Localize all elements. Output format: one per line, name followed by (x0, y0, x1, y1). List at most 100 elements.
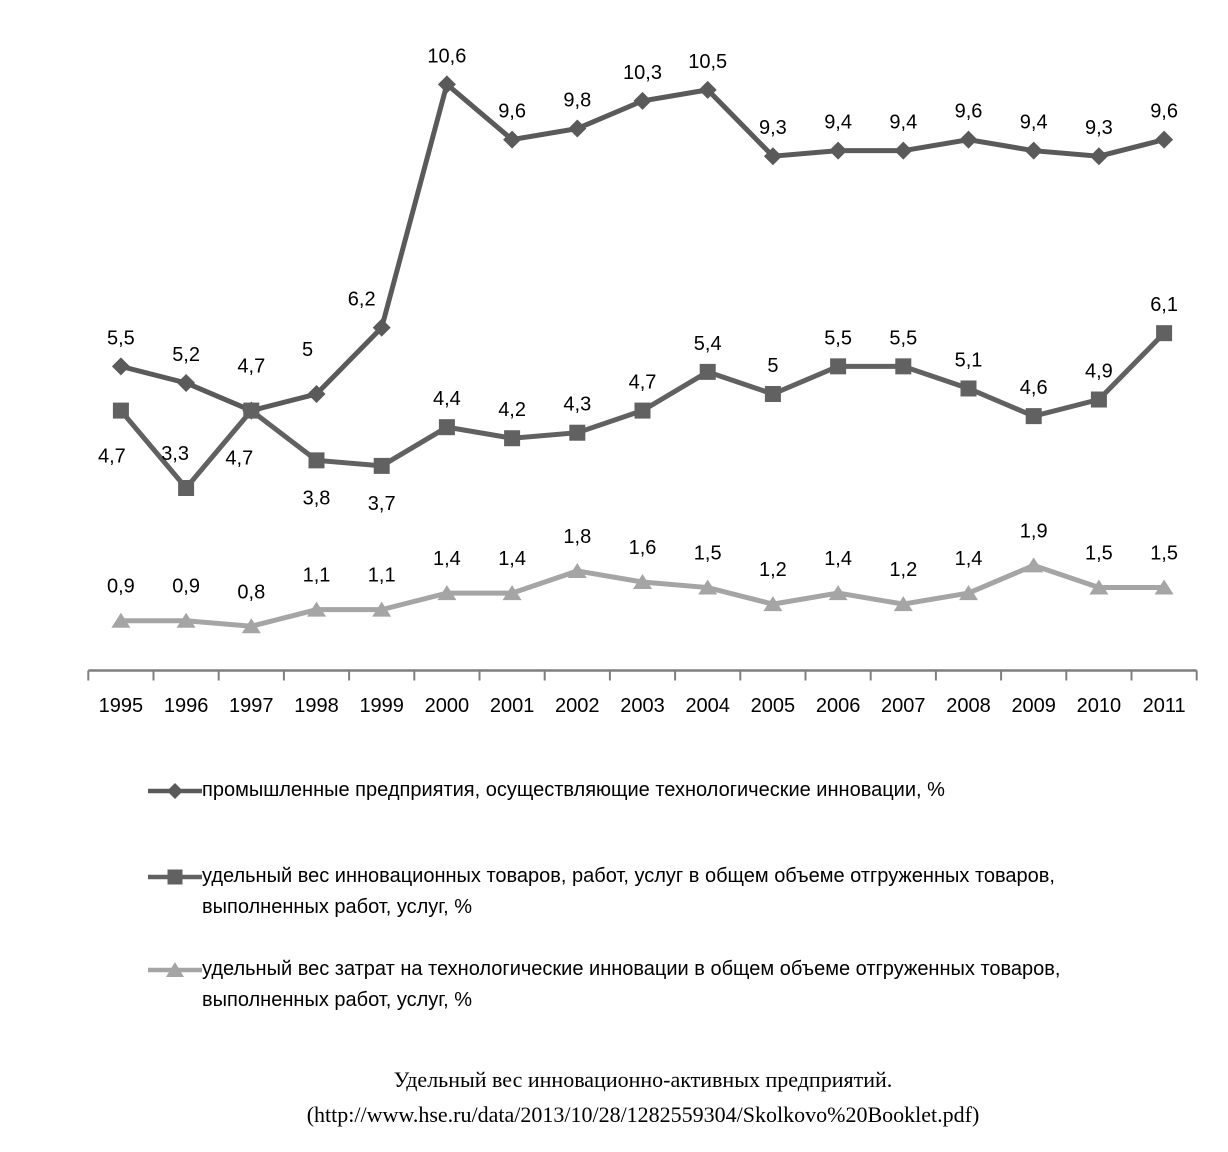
x-axis-label: 1996 (164, 695, 209, 717)
data-label: 1,9 (1020, 520, 1048, 542)
series-2-marker (1156, 325, 1173, 342)
series-3-marker (567, 562, 587, 578)
series-2-marker (1025, 408, 1042, 425)
series-1-marker (894, 141, 913, 160)
series-1-marker (437, 75, 456, 94)
data-label: 4,4 (433, 388, 461, 410)
series-2-marker (438, 419, 455, 436)
series-3-marker (437, 585, 457, 601)
data-label: 6,1 (1150, 294, 1178, 316)
data-label: 9,6 (1150, 101, 1178, 123)
data-label: 1,4 (498, 548, 526, 570)
series-1-marker (1024, 141, 1043, 160)
series-2-marker (895, 358, 912, 375)
data-label: 5 (767, 355, 778, 377)
series-1-marker (307, 385, 326, 403)
line-chart: 1995 1996 1997 1998 1999 2000 2001 2002 2003 2004… (87, 45, 1198, 717)
series-1-marker (568, 119, 587, 138)
legend-label-line-2: выполненных работ, услуг, % (202, 896, 473, 918)
x-axis-label: 2006 (816, 695, 861, 717)
x-axis-label: 1997 (229, 695, 274, 717)
square-marker-icon (148, 869, 202, 885)
data-label: 1,6 (629, 537, 657, 559)
series-3-marker (111, 612, 131, 628)
series-2-marker (634, 402, 651, 419)
data-label: 9,6 (498, 101, 526, 123)
series-3-marker (633, 574, 652, 590)
x-axis-label: 2005 (751, 695, 796, 717)
legend-item-enterprises: промышленные предприятия, осуществляющие… (148, 775, 1168, 806)
data-label: 9,4 (889, 112, 917, 134)
series-1-marker (633, 91, 652, 110)
legend-label-line-1: удельный вес затрат на технологические и… (202, 958, 1061, 980)
series-2-marker (960, 380, 977, 397)
series-3-marker (1154, 579, 1174, 595)
legend-label-line-1: удельный вес инновационных товаров, рабо… (202, 865, 1055, 887)
series-1-marker (829, 141, 848, 160)
series-1-marker (372, 318, 391, 337)
series-3-marker (307, 601, 326, 617)
series-3-marker (1089, 579, 1109, 595)
data-label: 0,9 (172, 576, 200, 598)
x-axis-label: 2004 (685, 695, 730, 717)
x-axis-label: 2001 (490, 695, 535, 717)
data-label: 9,3 (759, 117, 787, 139)
data-label: 1,1 (303, 565, 331, 587)
series-3-marker (502, 585, 522, 601)
data-label: 4,7 (629, 372, 657, 394)
series-3-marker (828, 585, 848, 601)
legend-item-innovation-costs: удельный вес затрат на технологические и… (148, 954, 1168, 1016)
legend-item-innovative-goods: удельный вес инновационных товаров, рабо… (148, 861, 1168, 923)
caption-source-url: (http://www.hse.ru/data/2013/10/28/12825… (306, 1102, 980, 1127)
triangle-marker-icon (148, 962, 202, 977)
data-label: 4,9 (1085, 361, 1113, 383)
data-label: 9,4 (1020, 112, 1048, 134)
data-label: 1,4 (955, 548, 983, 570)
data-label: 3,8 (303, 487, 331, 509)
series-2-marker (112, 402, 129, 419)
series-2-marker (569, 424, 586, 441)
series-3-marker (176, 612, 196, 628)
series-1-marker (763, 147, 782, 166)
series-1-marker (111, 357, 130, 376)
x-axis-label: 2003 (620, 695, 665, 717)
data-label: 1,4 (433, 548, 461, 570)
x-axis-label: 1999 (359, 695, 404, 717)
data-label: 1,2 (759, 559, 787, 581)
series-3-marker (959, 585, 978, 601)
data-label: 5,4 (694, 333, 722, 355)
data-label: 10,3 (623, 62, 662, 84)
legend-label: промышленные предприятия, осуществляющие… (202, 779, 945, 801)
series-1-marker (1089, 147, 1108, 166)
data-label: 9,6 (955, 101, 983, 123)
data-label: 4,6 (1020, 377, 1048, 399)
data-label: 1,5 (1150, 543, 1178, 565)
data-label: 5,1 (955, 349, 983, 371)
data-label: 1,1 (368, 565, 396, 587)
series-2-marker (699, 363, 716, 380)
legend-label-line-2: выполненных работ, услуг, % (202, 989, 473, 1011)
series-2-marker (178, 480, 195, 497)
series-2-marker (830, 358, 847, 375)
data-label: 4,7 (225, 448, 253, 470)
x-axis-label: 1995 (99, 695, 144, 717)
data-label: 9,4 (824, 112, 852, 134)
series-2-marker (308, 452, 325, 469)
series-1-marker (959, 130, 978, 149)
series-3-marker (241, 618, 261, 634)
data-label: 5,5 (824, 327, 852, 349)
x-axis-label: 2002 (555, 695, 600, 717)
x-axis-label: 2008 (946, 695, 991, 717)
x-axis-label: 2000 (425, 695, 470, 717)
data-label: 5,2 (172, 344, 200, 366)
data-label: 5,5 (107, 327, 135, 349)
data-label: 10,5 (688, 51, 727, 73)
series-1-marker (503, 130, 522, 149)
data-label: 3,7 (368, 493, 396, 515)
data-label: 1,5 (694, 543, 722, 565)
x-axis-label: 2007 (881, 695, 926, 717)
data-label: 9,8 (563, 90, 591, 112)
series-1-marker (1155, 130, 1174, 149)
series-2-marker (504, 430, 521, 447)
